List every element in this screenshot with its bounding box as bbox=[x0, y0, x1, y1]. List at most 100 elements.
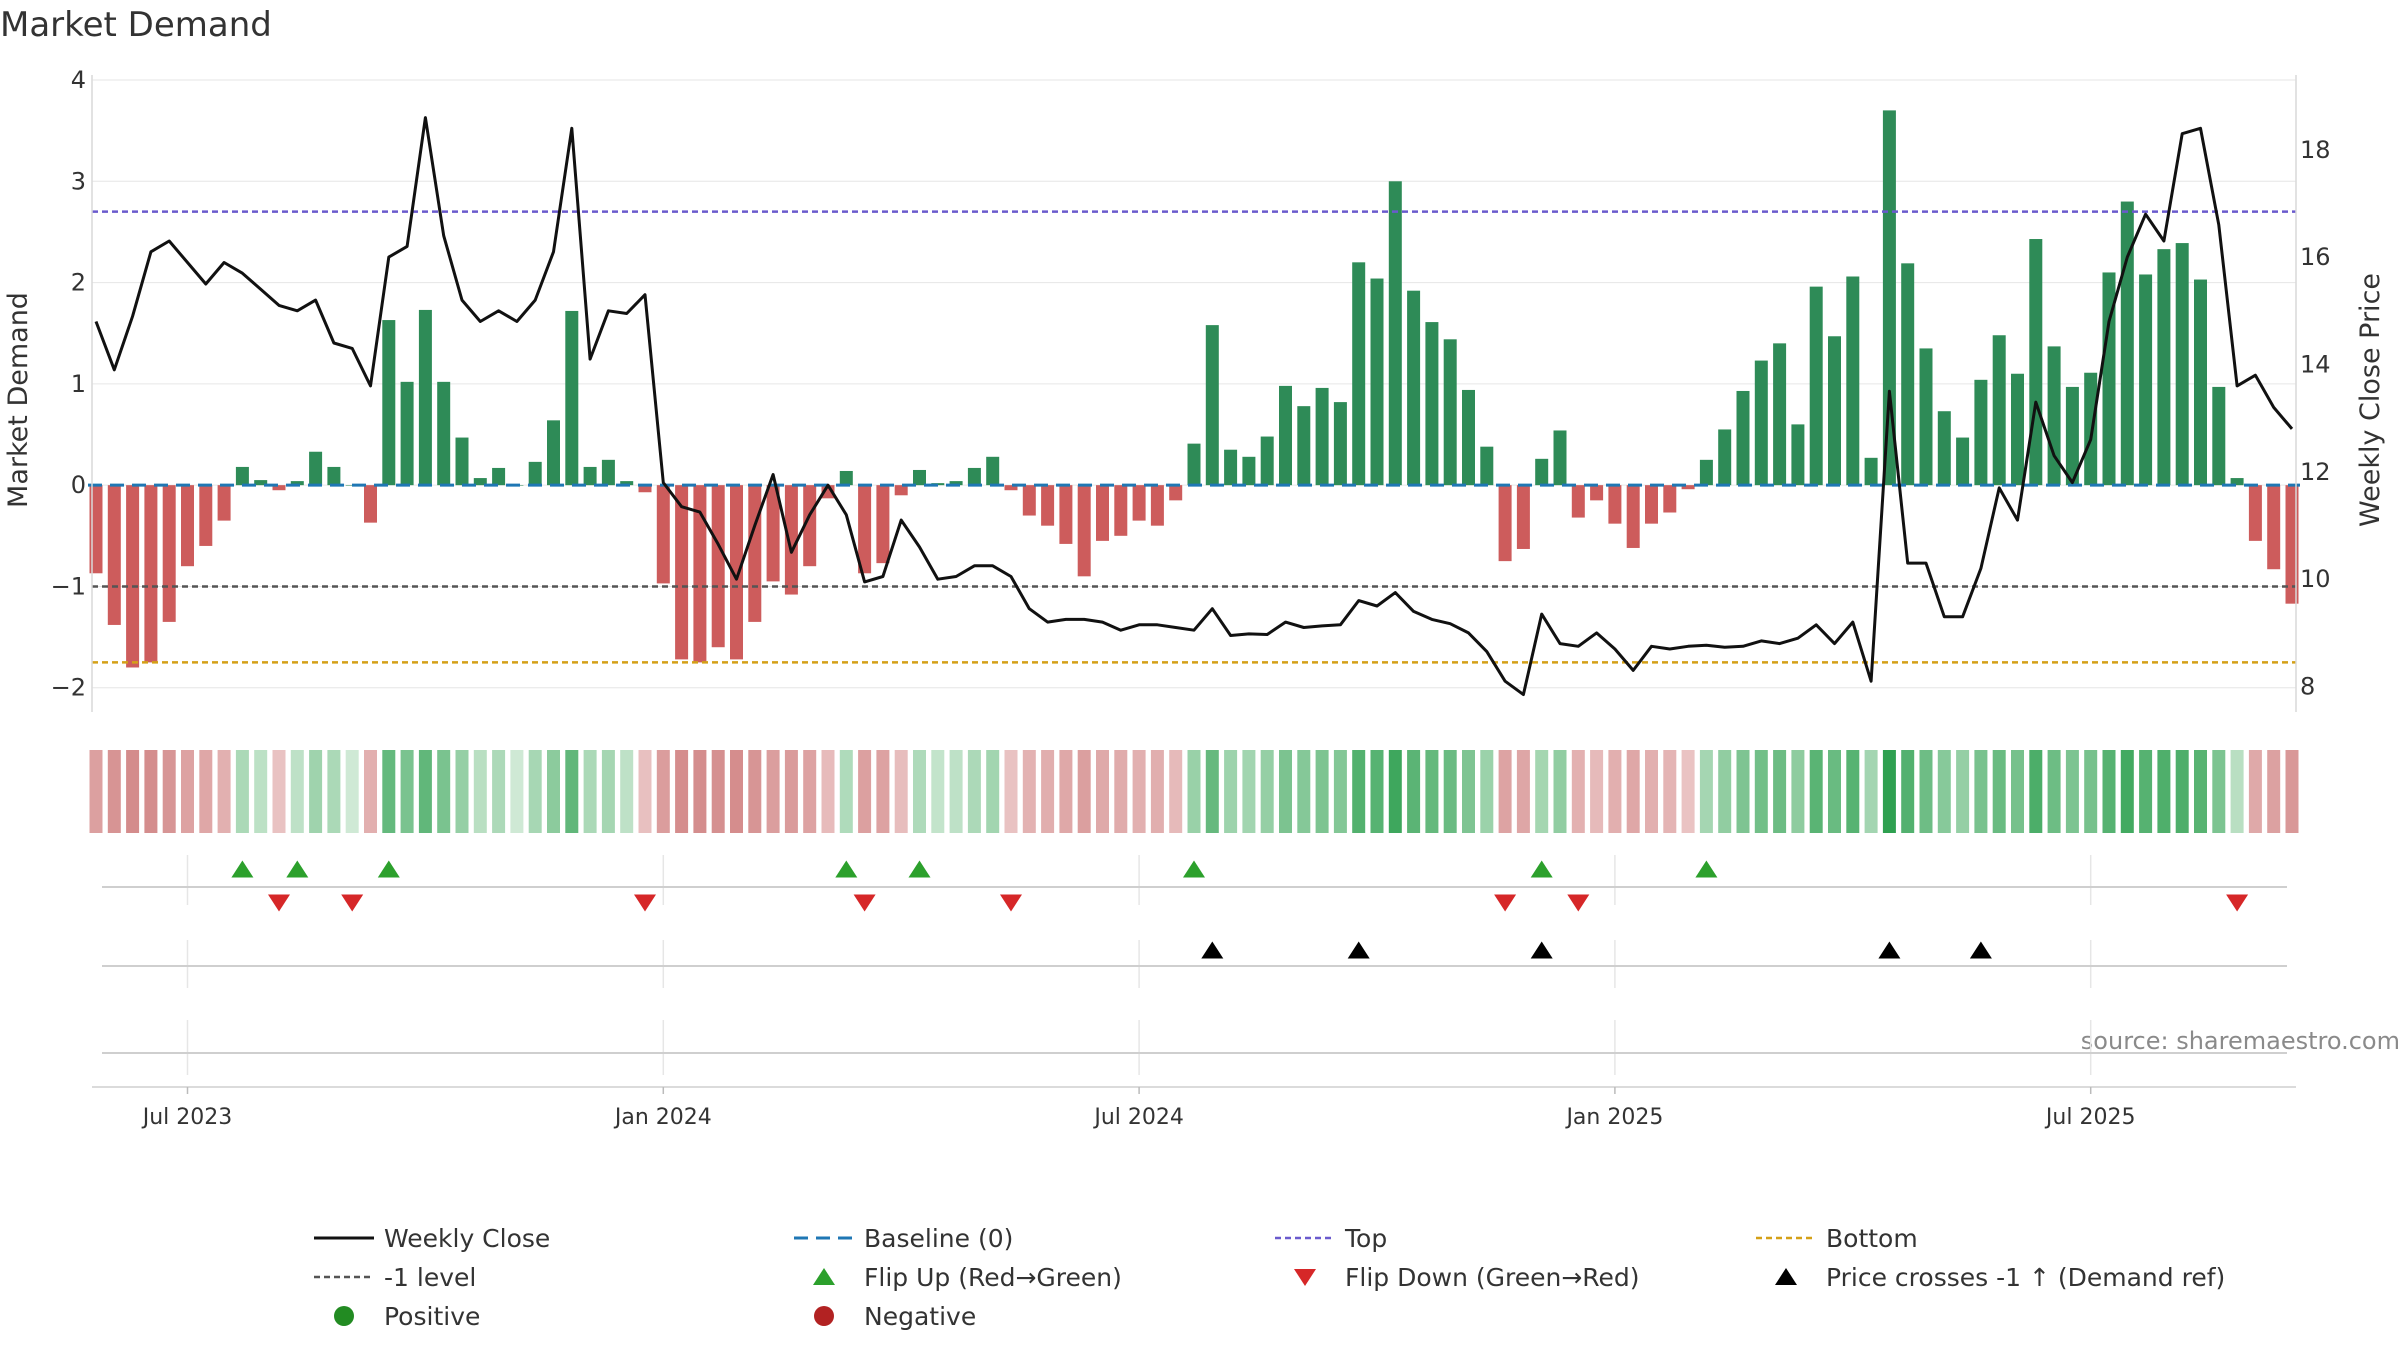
demand-bar bbox=[1864, 457, 1878, 486]
demand-bar bbox=[1059, 485, 1073, 544]
heat-cell bbox=[1992, 750, 2006, 833]
heat-cell bbox=[1956, 750, 1970, 833]
demand-bar bbox=[803, 485, 817, 567]
demand-bar bbox=[2230, 478, 2244, 486]
demand-bar bbox=[748, 485, 762, 622]
heat-cell bbox=[711, 750, 725, 833]
legend-triangle-up-icon bbox=[1775, 1268, 1797, 1285]
flip-up-marker bbox=[1695, 860, 1718, 878]
price-cross-marker bbox=[1878, 941, 1901, 959]
heat-cell bbox=[949, 750, 963, 833]
demand-bar bbox=[601, 459, 615, 486]
heat-cell bbox=[986, 750, 1000, 833]
heat-cell bbox=[2285, 750, 2299, 833]
heat-cell bbox=[2102, 750, 2116, 833]
demand-bar bbox=[1407, 290, 1421, 486]
demand-bar bbox=[1736, 390, 1750, 486]
flip-down-marker bbox=[853, 894, 876, 912]
heat-cell bbox=[1096, 750, 1109, 833]
heat-cell bbox=[1425, 750, 1439, 833]
demand-bar bbox=[766, 485, 780, 582]
legend-label: Bottom bbox=[1826, 1224, 1918, 1253]
heat-cell bbox=[364, 750, 377, 833]
heat-cell bbox=[1224, 750, 1238, 833]
y-tick-right: 10 bbox=[2300, 565, 2331, 593]
demand-bar bbox=[547, 420, 560, 486]
demand-bar bbox=[1645, 485, 1658, 524]
legend-label: -1 level bbox=[384, 1263, 476, 1292]
demand-bar bbox=[1242, 456, 1256, 486]
demand-bar bbox=[1077, 485, 1091, 577]
heat-cell bbox=[1809, 750, 1823, 833]
heat-cell bbox=[1846, 750, 1860, 833]
demand-bar bbox=[217, 485, 231, 521]
demand-bar bbox=[967, 467, 981, 486]
x-tick-label: Jul 2024 bbox=[1092, 1105, 1184, 1130]
demand-bar bbox=[492, 467, 506, 486]
event-markers bbox=[231, 860, 2249, 959]
heat-cell bbox=[2230, 750, 2244, 833]
demand-bar bbox=[400, 381, 414, 486]
heat-cell bbox=[2194, 750, 2207, 833]
heat-cell bbox=[89, 750, 103, 833]
heat-cell bbox=[1242, 750, 1256, 833]
demand-bar bbox=[1297, 406, 1311, 486]
legend-triangle-up-icon bbox=[813, 1268, 835, 1285]
demand-bar bbox=[1041, 485, 1055, 526]
heat-cell bbox=[1535, 750, 1549, 833]
heat-cell bbox=[858, 750, 872, 833]
source-attribution: source: sharemaestro.com bbox=[2081, 1027, 2400, 1055]
y-tick-left: −2 bbox=[51, 674, 86, 702]
y-tick-left: 3 bbox=[71, 167, 86, 195]
heat-cell bbox=[1718, 750, 1732, 833]
heat-cell bbox=[1553, 750, 1567, 833]
flip-up-marker bbox=[231, 860, 254, 878]
demand-bar bbox=[1022, 485, 1036, 516]
demand-bar bbox=[675, 485, 689, 660]
heat-cell bbox=[766, 750, 780, 833]
demand-bar bbox=[784, 485, 798, 595]
demand-bar bbox=[638, 485, 652, 493]
demand-bar bbox=[1663, 485, 1677, 513]
heat-cell bbox=[1480, 750, 1494, 833]
x-tick-label: Jan 2024 bbox=[613, 1105, 712, 1130]
heat-cell bbox=[162, 750, 176, 833]
demand-bar bbox=[199, 485, 213, 546]
flip-up-marker bbox=[908, 860, 931, 878]
legend-label: Top bbox=[1344, 1224, 1387, 1253]
demand-bar bbox=[730, 485, 743, 660]
heat-cell bbox=[1754, 750, 1768, 833]
heat-cell bbox=[675, 750, 689, 833]
heat-cell bbox=[345, 750, 359, 833]
x-tick-label: Jul 2023 bbox=[141, 1105, 233, 1130]
legend-label: Flip Down (Green→Red) bbox=[1345, 1263, 1640, 1292]
demand-bar bbox=[1114, 485, 1128, 536]
price-cross-marker bbox=[1969, 941, 1992, 959]
flip-up-marker bbox=[377, 860, 400, 878]
demand-bar bbox=[1828, 336, 1841, 486]
heat-cell bbox=[126, 750, 140, 833]
demand-bar bbox=[2212, 386, 2226, 486]
demand-bar bbox=[2084, 372, 2098, 486]
demand-bar bbox=[1535, 458, 1549, 486]
demand-bar bbox=[1956, 437, 1970, 486]
heat-cell bbox=[199, 750, 213, 833]
demand-bar bbox=[1169, 485, 1183, 501]
x-tick-label: Jan 2025 bbox=[1564, 1105, 1663, 1130]
heat-cell bbox=[144, 750, 158, 833]
heat-cell bbox=[492, 750, 506, 833]
x-tick-label: Jul 2025 bbox=[2044, 1105, 2136, 1130]
demand-bar bbox=[382, 320, 396, 486]
demand-bar bbox=[1004, 485, 1018, 491]
demand-bar bbox=[1498, 485, 1512, 562]
heat-cell bbox=[1699, 750, 1713, 833]
demand-bar bbox=[2248, 485, 2262, 541]
heat-cell bbox=[583, 750, 597, 833]
legend-dot-icon bbox=[814, 1306, 834, 1326]
heat-cell bbox=[2212, 750, 2226, 833]
demand-bar bbox=[327, 466, 341, 486]
y-tick-left: −1 bbox=[51, 572, 86, 600]
heat-cell bbox=[327, 750, 341, 833]
y-tick-left: 0 bbox=[71, 471, 86, 499]
